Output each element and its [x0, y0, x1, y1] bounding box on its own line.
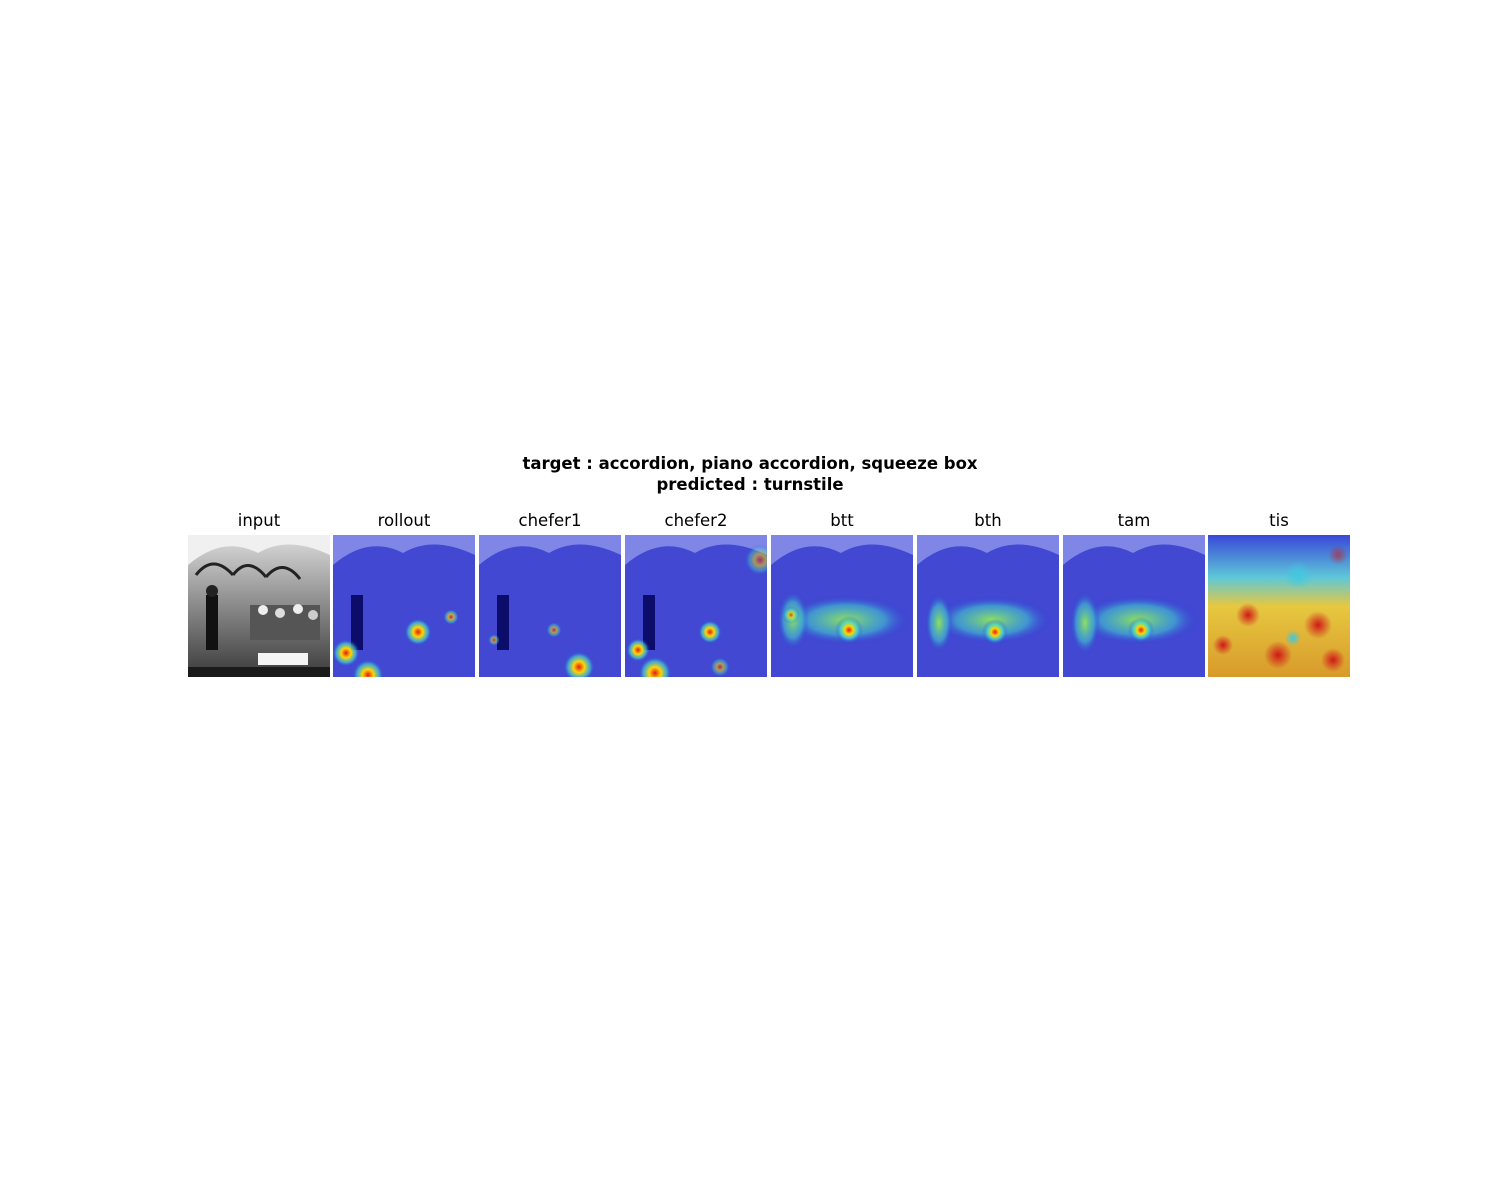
- btt-heatmap: [771, 535, 913, 677]
- panel-tis: tis: [1208, 509, 1350, 677]
- panel-chefer2: chefer2: [625, 509, 767, 677]
- panel-title: rollout: [377, 511, 431, 530]
- panel-rollout: rollout: [333, 509, 475, 677]
- heatmap-panel-row: input rollout: [188, 509, 1350, 679]
- tis-heatmap: [1208, 535, 1350, 677]
- predicted-label: predicted : turnstile: [656, 475, 844, 494]
- chefer2-heatmap: [625, 535, 767, 677]
- bth-heatmap: [917, 535, 1059, 677]
- panel-chefer1: chefer1: [479, 509, 621, 677]
- panel-title: tam: [1117, 511, 1151, 530]
- figure-title: target : accordion, piano accordion, squ…: [0, 453, 1500, 495]
- rollout-heatmap: [333, 535, 475, 677]
- panel-bth: bth: [917, 509, 1059, 677]
- panel-btt: btt: [771, 509, 913, 677]
- panel-title: bth: [974, 511, 1002, 530]
- panel-title: tis: [1269, 511, 1289, 530]
- input-image: [188, 535, 330, 677]
- panel-title: btt: [830, 511, 854, 530]
- panel-title: chefer2: [664, 511, 728, 530]
- panel-input: input: [188, 509, 330, 677]
- tam-heatmap: [1063, 535, 1205, 677]
- panel-tam: tam: [1063, 509, 1205, 677]
- target-label: target : accordion, piano accordion, squ…: [522, 454, 978, 473]
- panel-title: input: [237, 511, 281, 530]
- panel-title: chefer1: [518, 511, 582, 530]
- chefer1-heatmap: [479, 535, 621, 677]
